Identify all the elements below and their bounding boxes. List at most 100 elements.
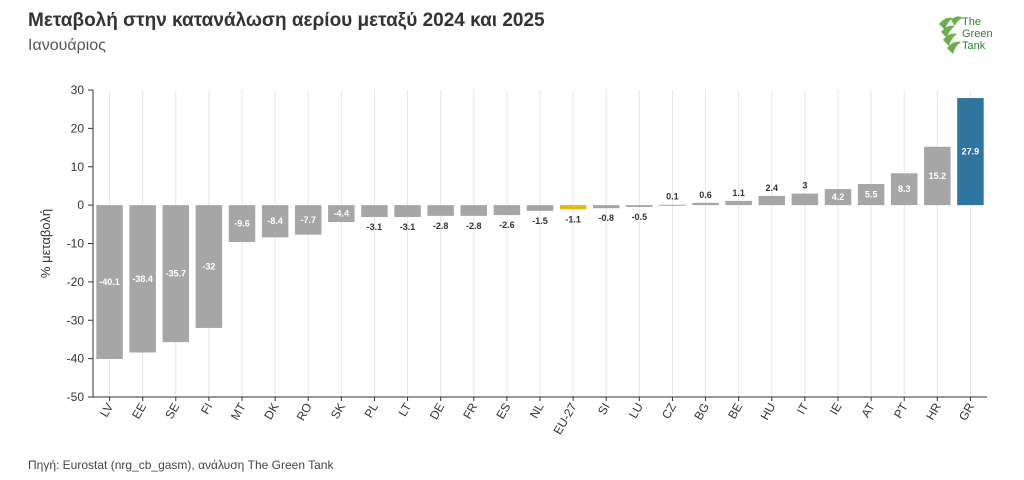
y-tick-label: -50	[67, 390, 85, 404]
bar-si	[592, 205, 620, 209]
data-label: -7.7	[300, 215, 316, 225]
chart-title: Μεταβολή στην κατανάλωση αερίου μεταξύ 2…	[28, 10, 545, 31]
bar-mt	[228, 205, 256, 242]
logo-text-2: Green	[962, 28, 993, 40]
data-label: -9.6	[234, 219, 250, 229]
x-tick-label: LT	[395, 400, 414, 419]
x-tick-label: BG	[691, 401, 712, 423]
data-label: 5.5	[865, 190, 878, 200]
data-label: -1.1	[565, 214, 581, 224]
x-tick-label: SI	[595, 401, 613, 418]
bar-fi	[195, 205, 223, 328]
data-label: -2.6	[499, 220, 515, 230]
x-tick-label: HU	[758, 401, 779, 423]
bar-hr	[924, 146, 951, 206]
x-tick-label: BE	[725, 401, 745, 422]
bar-sk	[328, 205, 355, 223]
data-label: 0.1	[666, 192, 679, 202]
x-tick-label: IE	[827, 401, 845, 418]
y-tick-label: -20	[67, 275, 85, 289]
data-label: -3.1	[367, 222, 383, 232]
bar-se	[162, 205, 190, 343]
data-label: -2.8	[466, 221, 482, 231]
x-tick-label: FI	[198, 401, 215, 417]
x-tick-label: CZ	[659, 401, 679, 422]
x-tick-label: IT	[794, 400, 812, 417]
x-tick-label: EE	[129, 401, 149, 422]
leaf-logo-icon: The Green Tank	[939, 16, 993, 54]
y-tick-label: 30	[71, 83, 85, 97]
bar-bg	[692, 202, 719, 206]
bars	[96, 98, 984, 360]
data-label: -4.4	[334, 209, 350, 219]
bar-ee	[129, 205, 156, 353]
x-tick-label: DK	[261, 401, 281, 422]
bar-it	[791, 193, 819, 206]
data-label: -38.4	[132, 274, 153, 284]
green-tank-logo: The Green Tank	[935, 10, 1005, 58]
data-label: -0.5	[632, 212, 648, 222]
x-tick-label: LV	[97, 401, 116, 420]
x-tick-label: DE	[427, 401, 447, 422]
bar-at	[857, 184, 885, 206]
bar-ie	[824, 189, 852, 206]
data-label: 15.2	[929, 171, 947, 181]
bar-dk	[261, 205, 289, 238]
data-label: 4.2	[832, 192, 845, 202]
bar-es	[493, 205, 521, 216]
x-tick-label: AT	[858, 400, 878, 420]
bar-lu	[626, 205, 653, 208]
bar-pt	[890, 173, 918, 206]
data-label: -35.7	[166, 269, 187, 279]
bar-fr	[460, 205, 488, 216]
bar-hu	[758, 195, 786, 206]
data-label: 27.9	[962, 147, 980, 157]
logo-text-1: The	[962, 16, 981, 28]
x-tick-label: GR	[956, 400, 977, 423]
x-tick-label: HR	[923, 400, 944, 422]
x-tick-label: ES	[493, 401, 513, 422]
data-labels: -40.1 -38.4 -35.7 -32 -9.6 -8.4 -7.7 -4.4 -3.1 -3…	[99, 147, 979, 287]
bar-ro	[294, 205, 322, 235]
logo-text-3: Tank	[962, 40, 986, 52]
axes: 30 20 10 0 -10 -20 -30 -40 -50 LV EE SE FI MT DK RO SK PL…	[67, 83, 987, 437]
y-tick-label: -40	[67, 352, 85, 366]
bar-lv	[96, 205, 123, 360]
bar-lt	[394, 205, 421, 218]
source-note: Πηγή: Eurostat (nrg_cb_gasm), ανάλυση Th…	[28, 458, 334, 472]
x-tick-label: MT	[228, 400, 249, 423]
data-label: -0.8	[598, 213, 614, 223]
data-label: -32	[202, 262, 215, 272]
x-tick-label: LU	[626, 401, 646, 421]
y-axis-label: % μεταβολή	[38, 209, 53, 278]
data-label: -3.1	[400, 222, 416, 232]
grid-lines	[109, 90, 971, 397]
x-tick-label: PL	[362, 400, 382, 420]
bar-be	[725, 200, 752, 206]
chart-subtitle: Ιανουάριος	[28, 37, 106, 54]
x-tick-label: EU-27	[551, 400, 580, 437]
data-label: 2.4	[766, 183, 779, 193]
data-label: -40.1	[99, 277, 120, 287]
data-label: -1.5	[532, 216, 548, 226]
x-tick-label: FR	[460, 400, 480, 421]
x-tick-label: SE	[162, 401, 182, 422]
y-tick-label: 20	[71, 121, 85, 135]
bar-eu-27	[559, 205, 587, 210]
data-label: -2.8	[433, 221, 449, 231]
data-label: 1.1	[732, 188, 745, 198]
x-tick-label: RO	[294, 401, 315, 424]
data-label: -8.4	[267, 216, 283, 226]
x-tick-label: NL	[527, 400, 547, 421]
x-tick-label: PT	[891, 400, 911, 421]
bar-cz	[659, 204, 686, 206]
bar-gr	[957, 98, 984, 206]
y-tick-label: 0	[77, 198, 84, 212]
data-label: 3	[802, 181, 807, 191]
y-tick-label: 10	[71, 160, 85, 174]
data-label: 0.6	[699, 190, 712, 200]
y-tick-label: -10	[67, 237, 85, 251]
data-label: 8.3	[898, 184, 911, 194]
